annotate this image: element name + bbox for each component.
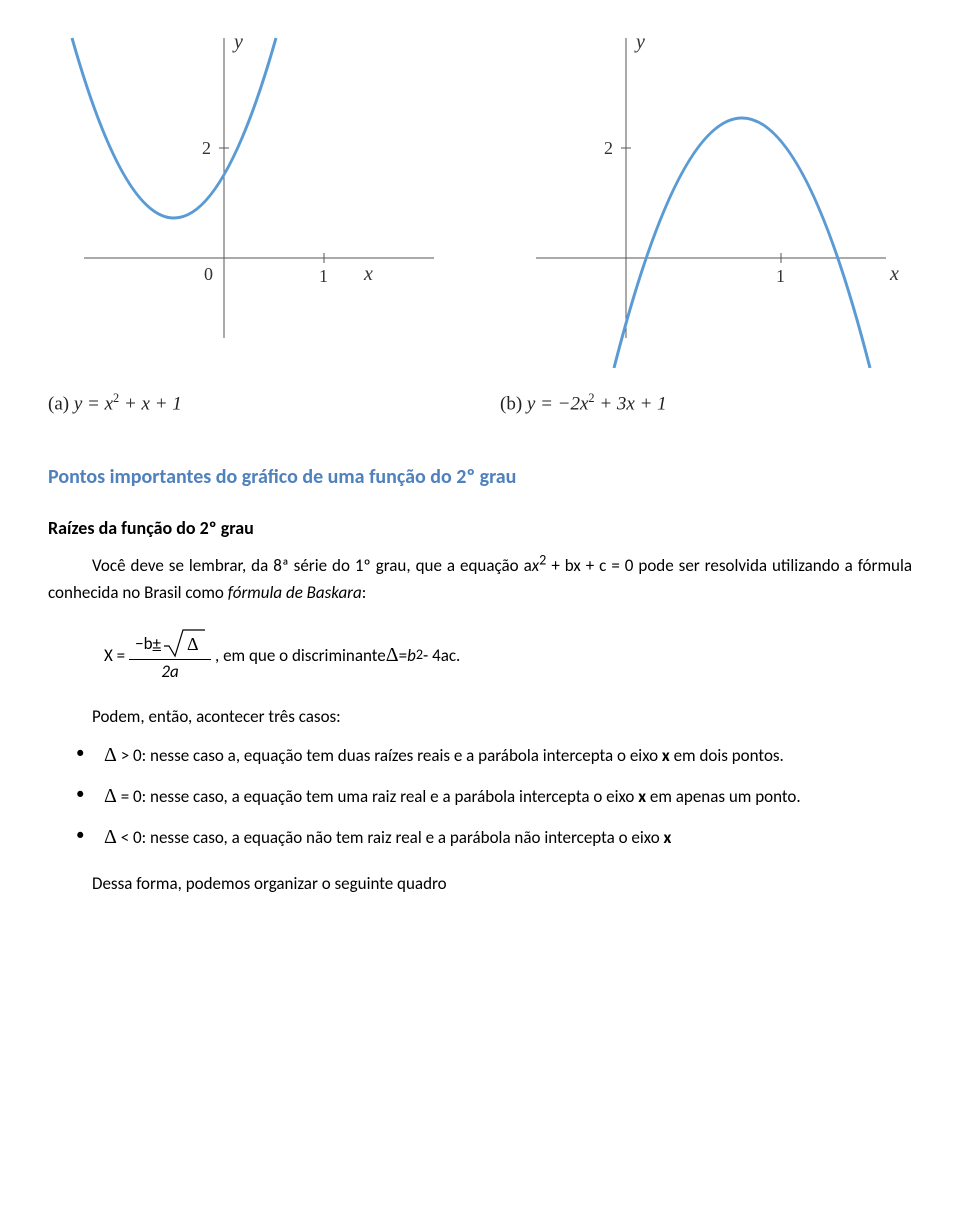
fig-a-caption-label: (a): [48, 393, 74, 414]
fig-b-caption-eq-pre: y = −2x: [527, 393, 589, 414]
case-2-post: em apenas um ponto.: [646, 786, 801, 807]
fig-b-x-tick: 1: [776, 266, 785, 286]
disc-delta-icon: Δ: [386, 644, 399, 667]
disc-eq-post: - 4ac.: [423, 645, 460, 666]
fig-a-y-tick: 2: [202, 138, 211, 158]
formula-fraction: −b ± Δ 2a: [129, 628, 211, 682]
figure-a-panel: y x 2 1 0: [48, 28, 460, 373]
num-pre: −b: [135, 633, 152, 654]
intro-pre: Você deve se lembrar, da 8ª série do 1º …: [92, 555, 532, 576]
fig-a-caption-eq-pre: y = x: [74, 393, 113, 414]
closing-paragraph: Dessa forma, podemos organizar o seguint…: [48, 871, 912, 897]
fig-a-x-axis-label: x: [363, 263, 373, 285]
case-1: Δ > 0: nesse caso a, equação tem duas ra…: [48, 740, 912, 771]
fig-b-curve: [614, 118, 870, 368]
disc-text: , em que o discriminante: [215, 645, 386, 666]
figure-b-graph: y x 2 1: [500, 28, 912, 368]
formula-denominator: 2a: [155, 660, 184, 682]
sqrt-icon: Δ: [163, 628, 205, 658]
disc-var-b: b: [407, 645, 416, 666]
formula-numerator: −b ± Δ: [129, 628, 211, 660]
captions-row: (a) y = x2 + x + 1 (b) y = −2x2 + 3x + 1: [48, 391, 912, 415]
fig-a-y-axis-label: y: [232, 31, 243, 53]
fig-b-y-tick: 2: [604, 138, 613, 158]
figure-b-caption: (b) y = −2x2 + 3x + 1: [500, 391, 912, 415]
case-1-post: em dois pontos.: [670, 745, 784, 766]
baskara-formula: X = −b ± Δ 2a , em que o discriminante Δ…: [104, 628, 912, 682]
cases-intro: Podem, então, acontecer três casos:: [48, 704, 912, 730]
case-1-text: > 0: nesse caso a, equação tem duas raíz…: [121, 745, 662, 766]
case-3: Δ < 0: nesse caso, a equação não tem rai…: [48, 822, 912, 853]
heading-raizes: Raízes da função do 2º grau: [48, 517, 912, 539]
case-2: Δ = 0: nesse caso, a equação tem uma rai…: [48, 781, 912, 812]
figure-a-caption: (a) y = x2 + x + 1: [48, 391, 460, 415]
case-3-text: < 0: nesse caso, a equação não tem raiz …: [121, 827, 664, 848]
fig-b-x-axis-label: x: [889, 263, 899, 285]
fig-a-caption-eq-post: + x + 1: [119, 393, 182, 414]
heading-pontos: Pontos importantes do gráfico de uma fun…: [48, 465, 912, 489]
fig-b-caption-eq-post: + 3x + 1: [595, 393, 667, 414]
case-2-text: = 0: nesse caso, a equação tem uma raiz …: [121, 786, 639, 807]
figure-a-graph: y x 2 1 0: [48, 28, 460, 368]
fig-a-curve: [72, 38, 276, 218]
fig-a-x-tick: 1: [319, 266, 328, 286]
figure-b-panel: y x 2 1: [500, 28, 912, 373]
case-1-delta-icon: Δ: [104, 744, 117, 766]
case-2-bold-x: x: [638, 786, 646, 807]
fig-b-y-axis-label: y: [634, 31, 645, 53]
intro-post2: :: [362, 582, 367, 603]
num-pm: ±: [153, 633, 161, 654]
case-2-delta-icon: Δ: [104, 785, 117, 807]
case-3-delta-icon: Δ: [104, 826, 117, 848]
intro-formula-name: fórmula de Baskara: [228, 582, 362, 603]
intro-paragraph: Você deve se lembrar, da 8ª série do 1º …: [48, 553, 912, 606]
case-3-bold-x: x: [664, 827, 672, 848]
figures-row: y x 2 1 0 y x 2 1: [48, 28, 912, 373]
fig-b-caption-label: (b): [500, 393, 527, 414]
disc-eq-pre: =: [399, 645, 407, 666]
svg-text:Δ: Δ: [187, 634, 199, 654]
case-1-bold-x: x: [662, 745, 670, 766]
formula-lhs: X =: [104, 645, 125, 666]
fig-a-origin: 0: [204, 264, 213, 284]
cases-list: Δ > 0: nesse caso a, equação tem duas ra…: [48, 740, 912, 853]
